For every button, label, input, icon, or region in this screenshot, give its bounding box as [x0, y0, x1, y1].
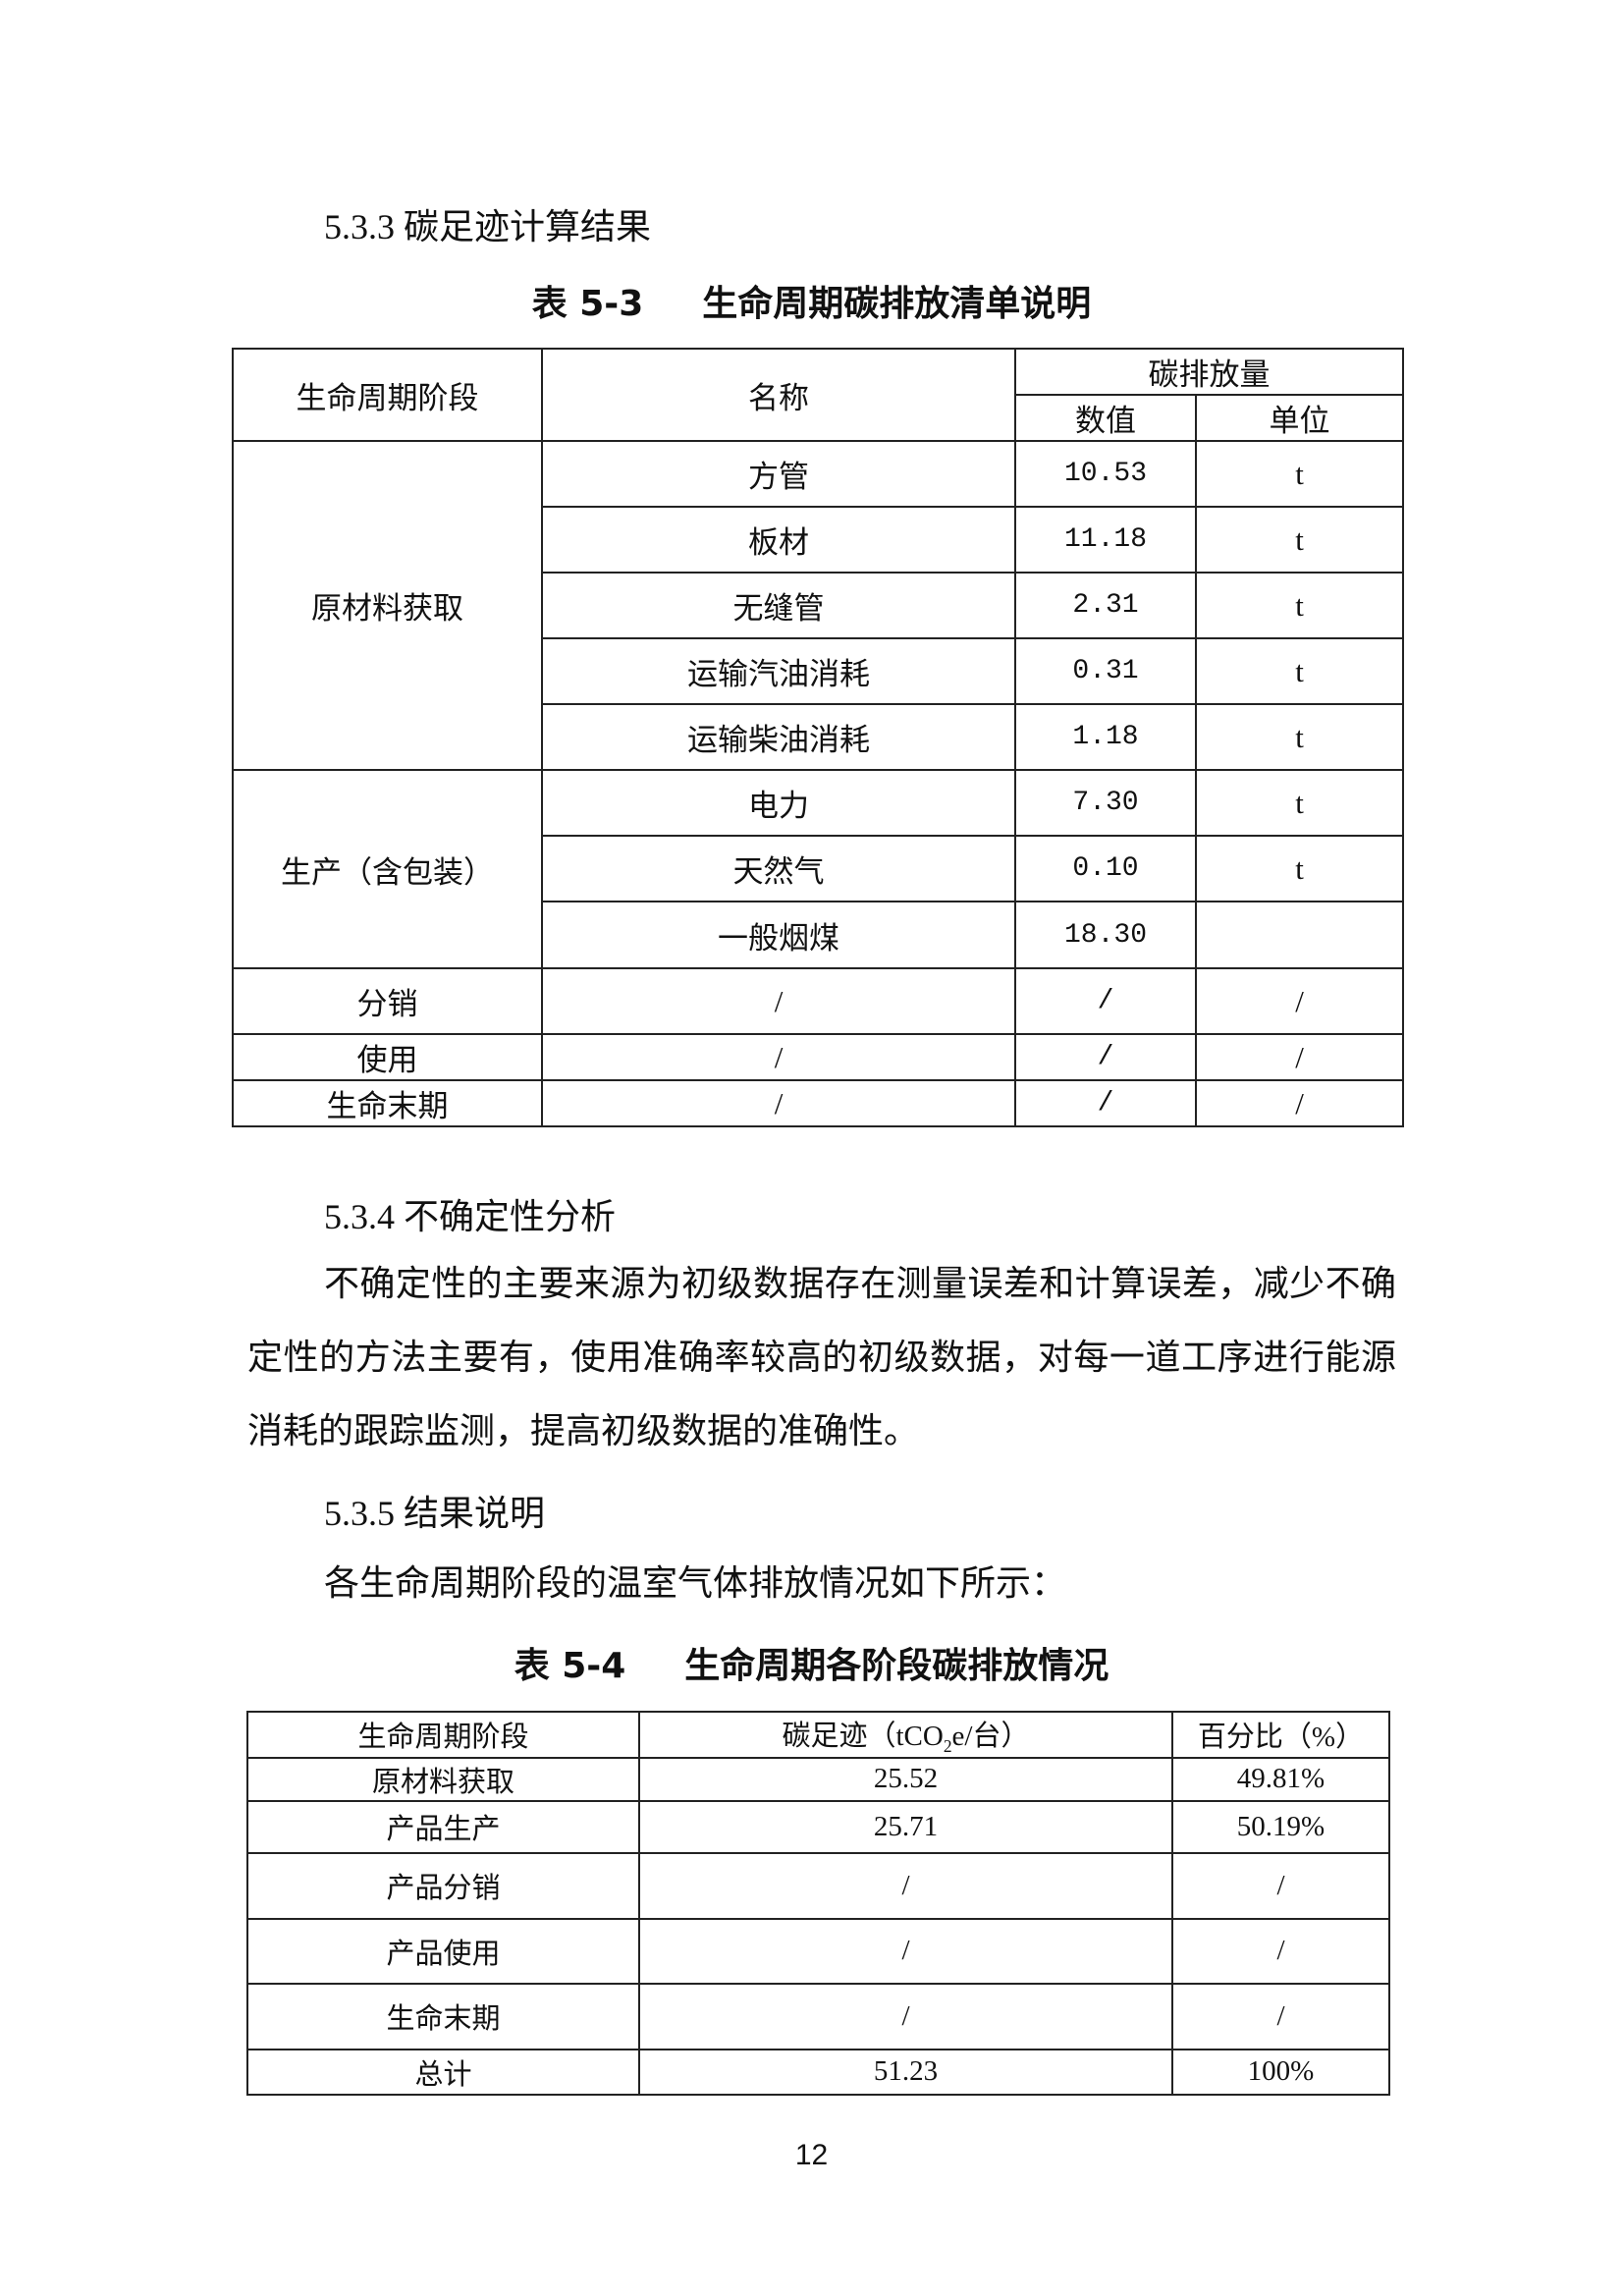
- footprint-cell: 25.52: [638, 1756, 1173, 1802]
- percent-cell: 100%: [1171, 2048, 1390, 2096]
- header-footprint: 碳足迹（tCO2e/台）: [638, 1711, 1173, 1759]
- name-cell: 天然气: [541, 835, 1016, 902]
- table-row: 产品生产 25.71 50.19%: [246, 1799, 1390, 1854]
- header-stage: 生命周期阶段: [246, 1711, 640, 1759]
- table-caption: 生命周期碳排放清单说明: [702, 284, 1092, 324]
- table-row: 生命末期 / /: [246, 1982, 1390, 2050]
- header-name: 名称: [541, 348, 1016, 442]
- unit-cell: [1195, 901, 1404, 969]
- value-cell: /: [1014, 1033, 1197, 1081]
- name-cell: 无缝管: [541, 572, 1016, 639]
- name-cell: 运输柴油消耗: [541, 703, 1016, 771]
- percent-cell: 50.19%: [1171, 1799, 1390, 1854]
- header-emission: 碳排放量: [1014, 348, 1404, 396]
- section-heading-5-3-4: 5.3.4 不确定性分析: [324, 1197, 617, 1236]
- table-row: 一般烟煤 18.30: [233, 901, 1404, 969]
- value-cell: 18.30: [1014, 901, 1197, 969]
- percent-cell: 49.81%: [1171, 1756, 1390, 1802]
- value-cell: 2.31: [1014, 572, 1197, 639]
- table-row: 使用 / / /: [232, 1033, 1404, 1081]
- name-cell: 板材: [541, 506, 1016, 574]
- unit-cell: /: [1195, 967, 1404, 1035]
- table-row: 产品使用 / /: [246, 1917, 1390, 1985]
- stage-cell: 生命末期: [232, 1079, 543, 1127]
- table-5-4-caption: 表 5-4 生命周期各阶段碳排放情况: [0, 1637, 1623, 1688]
- stage-cell: 原材料获取: [246, 1756, 640, 1802]
- table-label: 表 5-4: [514, 1646, 626, 1686]
- table-row: 运输汽油消耗 0.31 t: [233, 637, 1404, 705]
- footprint-cell: 51.23: [638, 2048, 1173, 2096]
- unit-cell: t: [1195, 835, 1404, 902]
- table-row: 原材料获取 方管 10.53 t: [232, 440, 1404, 771]
- page-number: 12: [794, 2139, 829, 2171]
- stage-cell: 分销: [232, 967, 543, 1035]
- footprint-cell: 25.71: [638, 1799, 1173, 1854]
- table-row: 运输柴油消耗 1.18 t: [233, 703, 1404, 771]
- table-row: 生命末期 / / /: [232, 1079, 1404, 1127]
- table-row: 天然气 0.10 t: [233, 835, 1404, 902]
- unit-cell: t: [1195, 506, 1404, 574]
- section-heading-5-3-5: 5.3.5 结果说明: [324, 1494, 546, 1533]
- percent-cell: /: [1171, 1982, 1390, 2050]
- name-cell: /: [541, 967, 1016, 1035]
- value-cell: 1.18: [1014, 703, 1197, 771]
- value-cell: 7.30: [1014, 769, 1197, 837]
- footprint-cell: /: [638, 1917, 1173, 1985]
- name-cell: 运输汽油消耗: [541, 637, 1016, 705]
- stage-cell: 总计: [246, 2048, 640, 2096]
- unit-cell: /: [1195, 1033, 1404, 1081]
- name-cell: 电力: [541, 769, 1016, 837]
- stage-cell: 生产（含包装）: [232, 769, 543, 969]
- value-cell: /: [1014, 967, 1197, 1035]
- table-caption: 生命周期各阶段碳排放情况: [684, 1646, 1109, 1686]
- unit-cell: t: [1195, 703, 1404, 771]
- footprint-cell: /: [638, 1851, 1173, 1920]
- header-value: 数值: [1014, 394, 1197, 442]
- stage-cell: 使用: [232, 1033, 543, 1081]
- unit-cell: /: [1195, 1079, 1404, 1127]
- value-cell: 0.31: [1014, 637, 1197, 705]
- value-cell: 0.10: [1014, 835, 1197, 902]
- stage-cell: 原材料获取: [232, 440, 543, 771]
- table-row: 总计 51.23 100%: [246, 2048, 1390, 2096]
- table-label: 表 5-3: [531, 284, 644, 324]
- results-paragraph: 各生命周期阶段的温室气体排放情况如下所示：: [324, 1563, 1067, 1603]
- table-row: 无缝管 2.31 t: [233, 572, 1404, 639]
- emission-inventory-table: 生命周期阶段 名称 碳排放量 数值 单位 原材料获取 方管 10.53 t 板材 11.1…: [232, 348, 1404, 1127]
- table-row: 分销 / / /: [232, 967, 1404, 1035]
- name-cell: /: [541, 1079, 1016, 1127]
- table-5-3-caption: 表 5-3 生命周期碳排放清单说明: [0, 275, 1623, 326]
- percent-cell: /: [1171, 1917, 1390, 1985]
- value-cell: 11.18: [1014, 506, 1197, 574]
- footprint-cell: /: [638, 1982, 1173, 2050]
- value-cell: 10.53: [1014, 440, 1197, 508]
- table-row: 生产（含包装） 电力 7.30 t: [232, 769, 1404, 969]
- header-stage: 生命周期阶段: [232, 348, 543, 442]
- section-heading-5-3-3: 5.3.3 碳足迹计算结果: [324, 207, 652, 246]
- percent-cell: /: [1171, 1851, 1390, 1920]
- unit-cell: t: [1195, 637, 1404, 705]
- name-cell: 一般烟煤: [541, 901, 1016, 969]
- unit-cell: t: [1195, 440, 1404, 508]
- header-unit: 单位: [1195, 394, 1404, 442]
- stage-cell: 产品使用: [246, 1917, 640, 1985]
- name-cell: /: [541, 1033, 1016, 1081]
- stage-cell: 产品生产: [246, 1799, 640, 1854]
- stage-cell: 生命末期: [246, 1982, 640, 2050]
- table-row: 原材料获取 25.52 49.81%: [246, 1756, 1390, 1802]
- table-row: 板材 11.18 t: [233, 506, 1404, 574]
- lifecycle-stage-emissions-table: 生命周期阶段 碳足迹（tCO2e/台） 百分比（%） 原材料获取 25.52 49.…: [246, 1711, 1390, 2096]
- name-cell: 方管: [541, 440, 1016, 508]
- table-row: 产品分销 / /: [246, 1851, 1390, 1920]
- uncertainty-paragraph: 不确定性的主要来源为初级数据存在测量误差和计算误差，减少不确定性的方法主要有，使…: [247, 1264, 1396, 1450]
- header-percent: 百分比（%）: [1171, 1711, 1390, 1759]
- unit-cell: t: [1195, 769, 1404, 837]
- stage-cell: 产品分销: [246, 1851, 640, 1920]
- unit-cell: t: [1195, 572, 1404, 639]
- value-cell: /: [1014, 1079, 1197, 1127]
